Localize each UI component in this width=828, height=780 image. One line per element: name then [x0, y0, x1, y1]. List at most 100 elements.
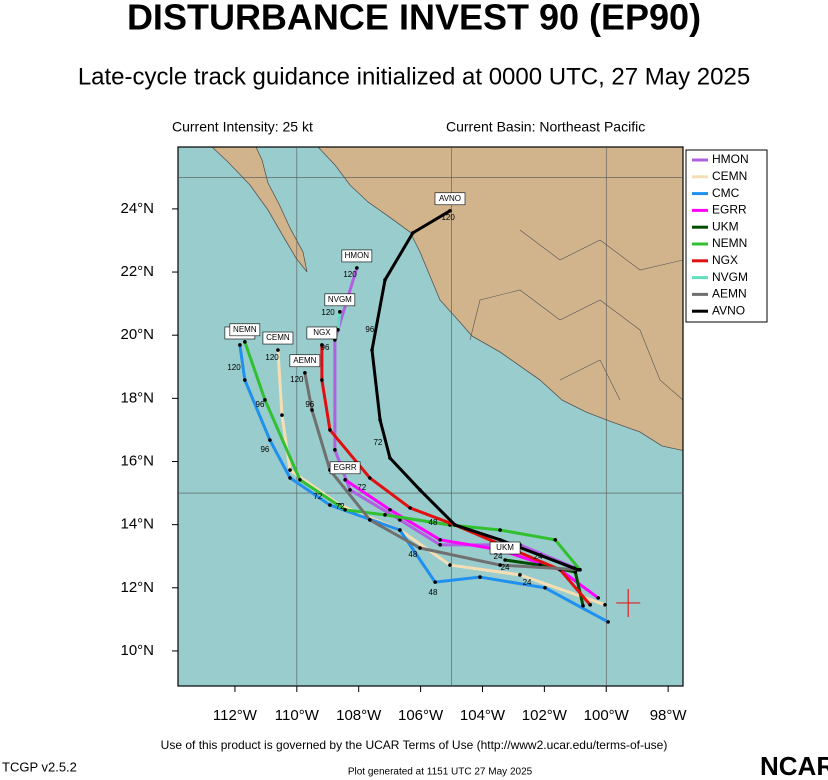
forecast-hour: 120: [343, 270, 357, 279]
track-point: [388, 456, 392, 460]
forecast-hour: 120: [227, 363, 241, 372]
track-label-box: [324, 293, 356, 307]
track-point: [383, 278, 387, 282]
y-tick-label: 24°N: [120, 200, 154, 217]
forecast-hour: 24: [534, 552, 543, 561]
track-point: [603, 603, 607, 607]
track-point: [588, 603, 592, 607]
forecast-hour: 120: [265, 353, 279, 362]
legend-label: NEMN: [712, 236, 747, 250]
track-point: [268, 438, 272, 442]
track-point: [368, 518, 372, 522]
track-label-box: [489, 541, 521, 555]
track: [370, 209, 579, 572]
x-tick-label: 112°W: [213, 707, 258, 724]
x-tick-label: 110°W: [275, 707, 320, 724]
track-point: [298, 478, 302, 482]
track-label-box: [434, 192, 466, 206]
track-point: [411, 231, 415, 235]
forecast-hour: 48: [429, 518, 438, 527]
title: DISTURBANCE INVEST 90 (EP90): [127, 0, 701, 38]
y-tick-label: 18°N: [120, 389, 154, 406]
track-label: EGRR: [334, 463, 357, 472]
forecast-hour: 72: [336, 502, 345, 511]
basin: Current Basin: Northeast Pacific: [446, 119, 645, 135]
forecast-hour: 24: [501, 563, 510, 572]
x-tick-label: 100°W: [584, 707, 630, 724]
mainland: [317, 147, 683, 451]
track-point: [328, 503, 332, 507]
track-label: UKM: [496, 543, 514, 552]
x-tick-label: 104°W: [460, 707, 506, 724]
forecast-hour: 120: [321, 308, 335, 317]
legend-label: NVGM: [712, 270, 748, 284]
track-point: [498, 528, 502, 532]
footer: Use of this product is governed by the U…: [161, 738, 668, 752]
track-point: [606, 620, 610, 624]
track-point: [303, 370, 307, 375]
track-point: [433, 580, 437, 584]
track-point: [328, 428, 332, 432]
track-point: [383, 513, 387, 517]
track-point: [343, 508, 347, 512]
track-point: [320, 378, 324, 382]
track-point: [343, 478, 347, 482]
track-point: [478, 575, 482, 579]
borders: [469, 229, 683, 401]
y-tick-label: 20°N: [120, 326, 154, 343]
track-label: CEMN: [266, 333, 290, 342]
x-tick-label: 98°W: [650, 707, 688, 724]
forecast-hour: 48: [408, 550, 417, 559]
track-point: [448, 208, 452, 213]
track-label-box: [306, 326, 338, 340]
subtitle: Late-cycle track guidance initialized at…: [78, 63, 750, 90]
track-point: [518, 573, 522, 577]
y-tick-label: 22°N: [120, 263, 154, 280]
track-point: [263, 398, 267, 402]
track-label-box: [289, 354, 321, 368]
forecast-hour: 48: [429, 588, 438, 597]
track-point: [553, 538, 558, 542]
track-label: NGX: [313, 328, 331, 337]
legend-label: AVNO: [712, 303, 745, 317]
track-label-box: [262, 331, 294, 345]
legend-label: HMON: [712, 152, 749, 166]
track-point: [276, 348, 280, 352]
legend-label: UKM: [712, 219, 739, 233]
land: [178, 147, 683, 451]
generated: Plot generated at 1151 UTC 27 May 2025: [348, 767, 533, 778]
track-point: [503, 558, 507, 562]
forecast-hour: 96: [365, 325, 374, 334]
legend-label: NGX: [712, 253, 738, 267]
track-point: [348, 488, 352, 492]
track-point: [398, 518, 402, 522]
track-point: [368, 476, 372, 480]
track-point: [243, 340, 247, 344]
track-point: [438, 543, 442, 547]
track-label: AEMN: [293, 356, 316, 365]
track-label: NVGM: [328, 295, 352, 304]
track-point: [288, 468, 292, 472]
forecast-hour: 96: [321, 343, 330, 352]
track-label-box: [329, 461, 361, 475]
y-tick-label: 16°N: [120, 452, 154, 469]
x-tick-label: 102°W: [522, 707, 568, 724]
track-point: [288, 476, 292, 480]
track-point: [596, 596, 601, 600]
forecast-hour: 24: [523, 578, 532, 587]
track-point: [280, 413, 284, 417]
legend-label: AEMN: [712, 287, 747, 301]
forecast-hour: 72: [357, 483, 366, 492]
track-point: [388, 508, 392, 512]
track-point: [338, 310, 342, 314]
track: [238, 344, 609, 624]
track-point: [448, 563, 452, 567]
baja: [178, 147, 308, 273]
track-point: [581, 603, 585, 608]
forecast-hour: 72: [373, 438, 382, 447]
forecast-hour: 120: [441, 213, 455, 222]
track-point: [438, 538, 442, 542]
track: [344, 478, 600, 600]
forecast-hour: 120: [290, 375, 304, 384]
